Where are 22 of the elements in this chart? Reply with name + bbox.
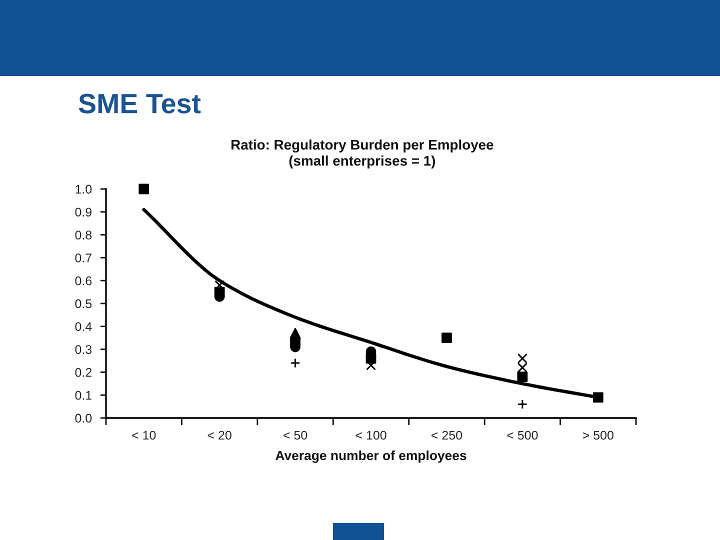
x-tick-label: < 20 [208,430,232,440]
x-tick-label: > 500 [582,430,614,440]
x-tick-label: < 10 [132,430,156,440]
y-tick-label: 0.8 [75,230,92,240]
y-tick-label: 1.0 [76,184,92,194]
chart-subtitle: (small enterprises = 1) [289,156,436,168]
x-tick-label: < 500 [507,430,538,440]
y-tick-label: 0.0 [75,414,92,423]
y-tick-label: 0.6 [75,276,92,286]
y-tick-label: 0.5 [75,299,92,308]
x-tick-label: < 100 [356,430,386,440]
y-tick-label: 0.2 [75,368,92,377]
x-tick-label: < 250 [432,430,462,440]
y-tick-label: 0.1 [75,390,92,400]
y-tick-label: 0.7 [75,254,92,262]
chart-title: Ratio: Regulatory Burden per Employee [232,139,494,153]
text: SME Test [78,94,201,114]
y-tick-label: 0.4 [75,322,92,332]
y-tick-label: 0.3 [75,345,92,354]
y-tick-label: 0.9 [75,208,92,217]
x-tick-label: < 50 [284,430,308,440]
x-axis-title: Average number of employees [276,450,466,463]
